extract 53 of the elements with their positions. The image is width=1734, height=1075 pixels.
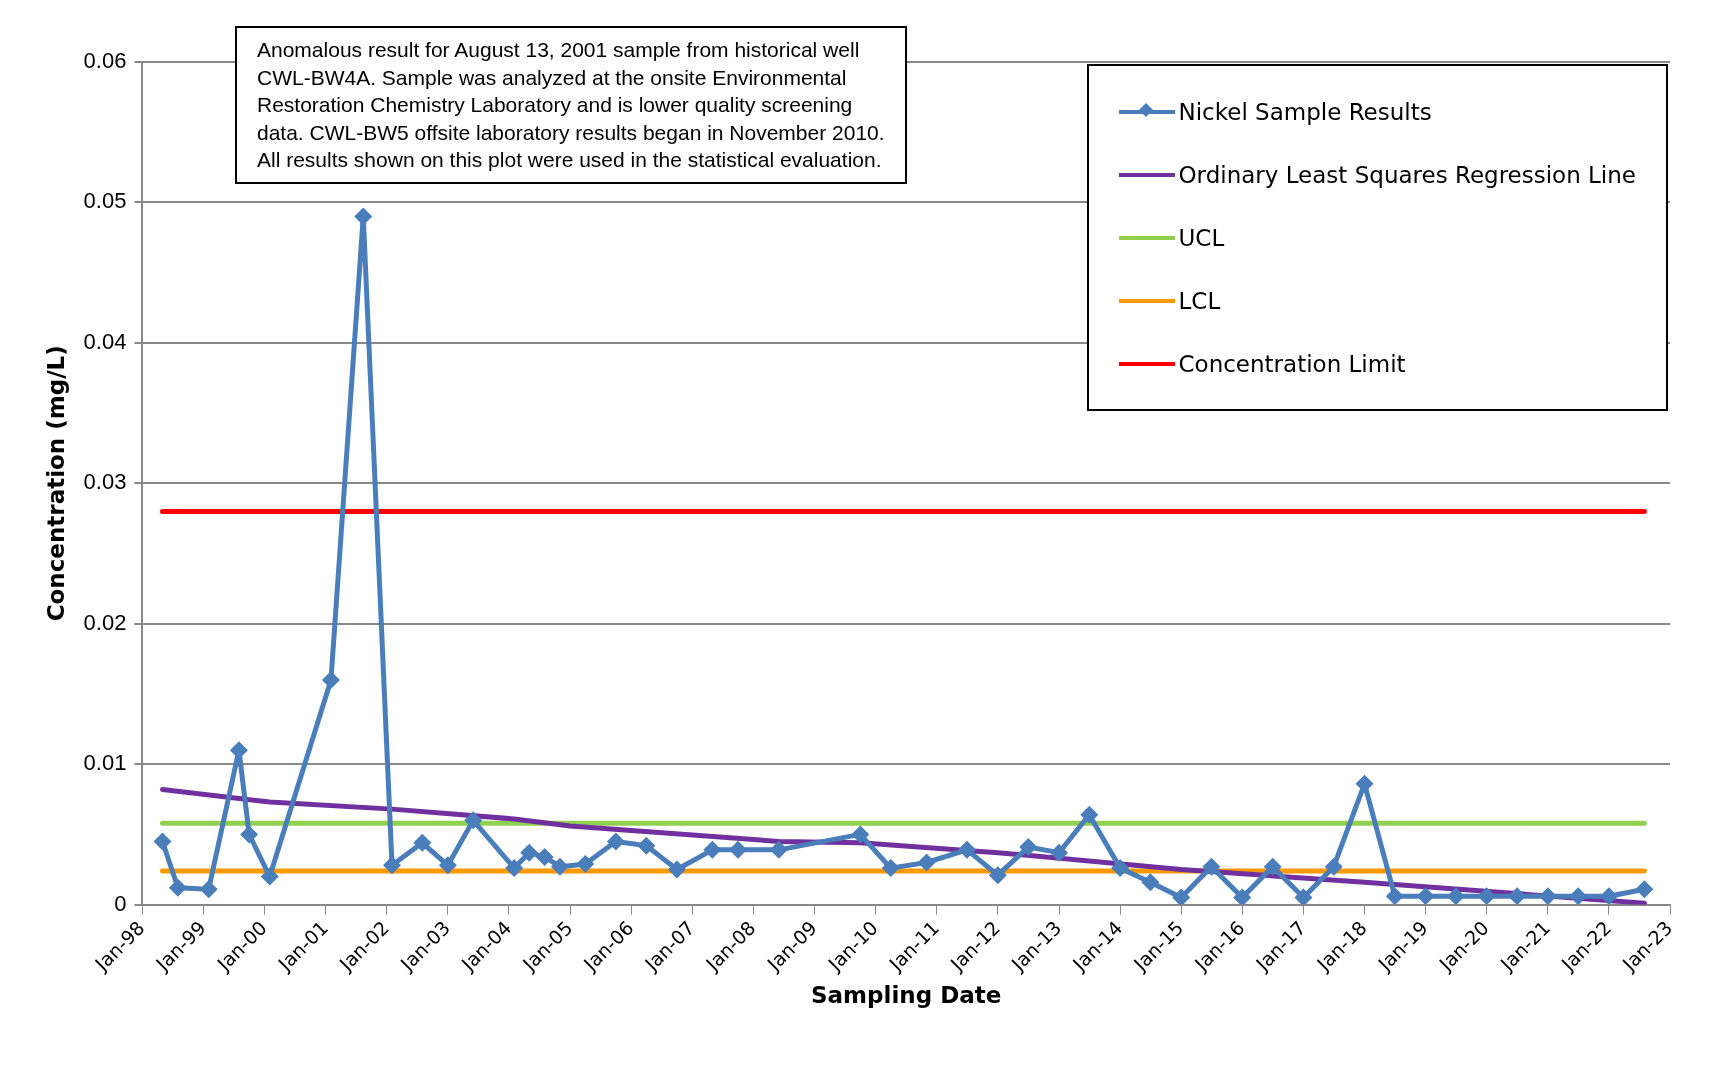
- annotation: Anomalous result for August 13, 2001 sample from historical well CWL-BW4A. Sample was analyzed at the onsite Environmental Restoration Chemistry Laboratory and is lower quality screening data. CWL-BW5 offsite laboratory results began in November 2010. All results shown on this plot were used in the statistical evaluation.: [235, 26, 907, 184]
- point: [1172, 888, 1191, 905]
- point: [637, 836, 656, 855]
- point: [550, 857, 569, 876]
- y-tick-label: 0.03: [83, 469, 127, 495]
- point: [881, 859, 900, 878]
- point: [438, 856, 457, 875]
- y-tick-label: 0.02: [83, 609, 127, 635]
- point: [260, 867, 279, 886]
- legend-label: Ordinary Least Squares Regression Line: [1178, 161, 1636, 188]
- point: [535, 847, 554, 866]
- point: [383, 856, 402, 875]
- point: [606, 832, 625, 851]
- point: [988, 866, 1007, 885]
- point: [1202, 857, 1221, 876]
- point: [1050, 843, 1069, 862]
- legend-label: Nickel Sample Results: [1178, 98, 1432, 125]
- point: [851, 825, 870, 844]
- y-tick-label: 0.04: [83, 328, 127, 354]
- point: [576, 854, 595, 873]
- point: [703, 840, 722, 859]
- point: [1141, 873, 1160, 892]
- x-axis-title: Sampling Date: [811, 982, 1002, 1009]
- point: [1477, 887, 1496, 905]
- point: [153, 832, 172, 851]
- point: [520, 843, 539, 862]
- legend-label: LCL: [1178, 287, 1221, 314]
- point: [1324, 857, 1343, 876]
- point: [1635, 880, 1654, 899]
- y-tick-label: 0.06: [83, 48, 127, 74]
- point: [1416, 887, 1435, 905]
- point: [917, 853, 936, 872]
- point: [1111, 859, 1130, 878]
- y-tick-label: 0.01: [83, 750, 127, 776]
- point: [505, 859, 524, 878]
- point: [1263, 857, 1282, 876]
- point: [168, 878, 187, 897]
- y-tick-label: 0.05: [83, 188, 127, 214]
- point: [1294, 888, 1313, 905]
- legend-label: UCL: [1178, 224, 1225, 251]
- y-tick-label: 0: [114, 890, 127, 916]
- point: [1080, 805, 1099, 824]
- legend-label: Concentration Limit: [1178, 350, 1406, 377]
- point: [240, 825, 259, 844]
- point: [199, 880, 218, 899]
- point: [1233, 888, 1252, 905]
- point: [413, 833, 432, 852]
- y-axis-title: Concentration (mg/L): [42, 345, 69, 622]
- point: [958, 840, 977, 859]
- point: [1385, 887, 1404, 905]
- point: [464, 811, 483, 830]
- point: [667, 860, 686, 879]
- point: [1019, 838, 1038, 857]
